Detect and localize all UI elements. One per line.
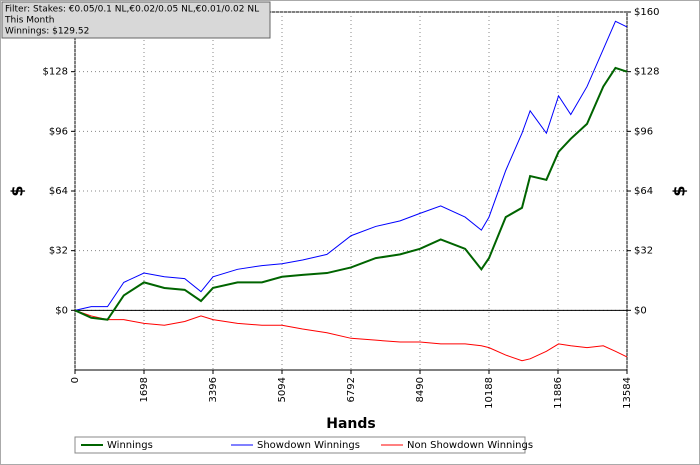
y2-tick-label: $32 xyxy=(634,246,653,257)
legend-box xyxy=(74,436,526,454)
y-tick-label: $96 xyxy=(49,126,68,137)
y-tick-label: $128 xyxy=(43,67,68,78)
y2-tick-label: $64 xyxy=(634,186,653,197)
y-axis-label: $ xyxy=(8,185,27,196)
filter-text: This Month xyxy=(4,16,54,26)
filter-text: Winnings: $129.52 xyxy=(5,27,89,37)
series-line xyxy=(74,20,628,311)
x-tick-label: 10188 xyxy=(484,377,495,409)
y-tick-label: $64 xyxy=(49,186,68,197)
legend: Winnings Showdown Winnings Non Showdown Wi… xyxy=(74,436,533,454)
y2-tick-label: $160 xyxy=(634,7,659,18)
x-tick-label: 3396 xyxy=(208,377,219,402)
y2-axis-label: $ xyxy=(670,185,689,196)
x-tick-label: 11886 xyxy=(553,377,564,409)
x-tick-label: 5094 xyxy=(277,377,288,402)
y2-tick-label: $0 xyxy=(634,305,647,316)
filter-box-bg xyxy=(1,1,271,39)
x-tick-label: 0 xyxy=(70,377,81,383)
legend-label: Winnings xyxy=(107,440,153,451)
x-axis-label: Hands xyxy=(326,416,376,432)
legend-label: Showdown Winnings xyxy=(257,440,360,451)
x-tick-label: 6792 xyxy=(346,377,357,402)
y-tick-label: $32 xyxy=(49,246,68,257)
y2-tick-label: $96 xyxy=(634,126,653,137)
y2-tick-label: $128 xyxy=(634,67,659,78)
y-tick-label: $0 xyxy=(55,305,68,316)
legend-label: Non Showdown Winnings xyxy=(407,440,533,451)
series-line xyxy=(74,309,628,362)
x-tick-label: 13584 xyxy=(622,377,633,409)
x-tick-label: 1698 xyxy=(139,377,150,402)
filter-box: Filter: Stakes: €0.05/0.1 NL,€0.02/0.05 … xyxy=(1,1,271,39)
series-line xyxy=(74,66,628,321)
x-tick-label: 8490 xyxy=(415,377,426,402)
filter-text: Filter: Stakes: €0.05/0.1 NL,€0.02/0.05 … xyxy=(5,5,259,15)
